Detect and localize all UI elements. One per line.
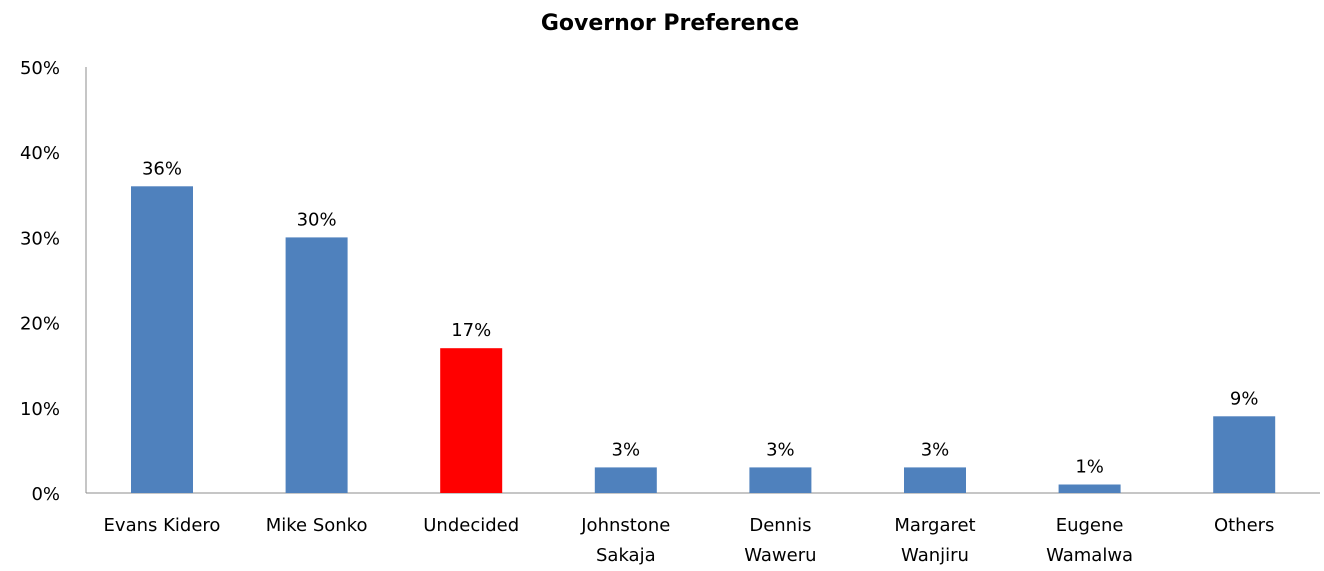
bars (131, 186, 1276, 494)
bar-value-label: 3% (766, 439, 795, 460)
x-tick-label: Dennis (749, 515, 811, 536)
bar (285, 237, 348, 493)
y-tick-label: 50% (20, 58, 60, 79)
bar-value-label: 3% (921, 439, 950, 460)
bar (1058, 484, 1121, 493)
x-tick-label: Evans Kidero (104, 515, 221, 536)
bar-value-label: 3% (612, 439, 641, 460)
bar-value-label: 17% (451, 320, 491, 341)
x-tick-label: Eugene (1056, 515, 1124, 536)
x-tick-label: Wanjiru (901, 545, 969, 566)
y-tick-label: 40% (20, 143, 60, 164)
x-tick-label: Sakaja (596, 545, 656, 566)
bar-value-label: 1% (1075, 457, 1104, 478)
x-tick-label: Others (1214, 515, 1275, 536)
value-labels: 36% 30% 17% 3% 3% 3% 1% 9% (142, 158, 1258, 477)
bar (904, 467, 966, 493)
bar-value-label: 30% (297, 209, 337, 230)
x-tick-label: Wamalwa (1046, 545, 1133, 566)
bar (594, 467, 657, 493)
x-tick-label: Margaret (894, 515, 975, 536)
x-tick-label: Waweru (744, 545, 816, 566)
bar (440, 348, 503, 493)
bar-value-label: 9% (1230, 388, 1259, 409)
y-tick-label: 0% (31, 484, 60, 505)
y-axis-ticks: 0% 10% 20% 30% 40% 50% (20, 58, 60, 505)
axes (85, 67, 1320, 494)
category-labels: Evans Kidero Mike Sonko Undecided Johnstone… (104, 515, 1275, 566)
bar (1213, 416, 1276, 493)
x-tick-label: Mike Sonko (266, 515, 368, 536)
x-tick-label: Johnstone (580, 515, 670, 536)
y-tick-label: 10% (20, 399, 60, 420)
y-tick-label: 30% (20, 228, 60, 249)
x-tick-label: Undecided (423, 515, 519, 536)
bar (749, 467, 812, 493)
bar-value-label: 36% (142, 158, 182, 179)
y-tick-label: 20% (20, 314, 60, 335)
chart-title: Governor Preference (541, 11, 799, 36)
bar (131, 186, 193, 494)
